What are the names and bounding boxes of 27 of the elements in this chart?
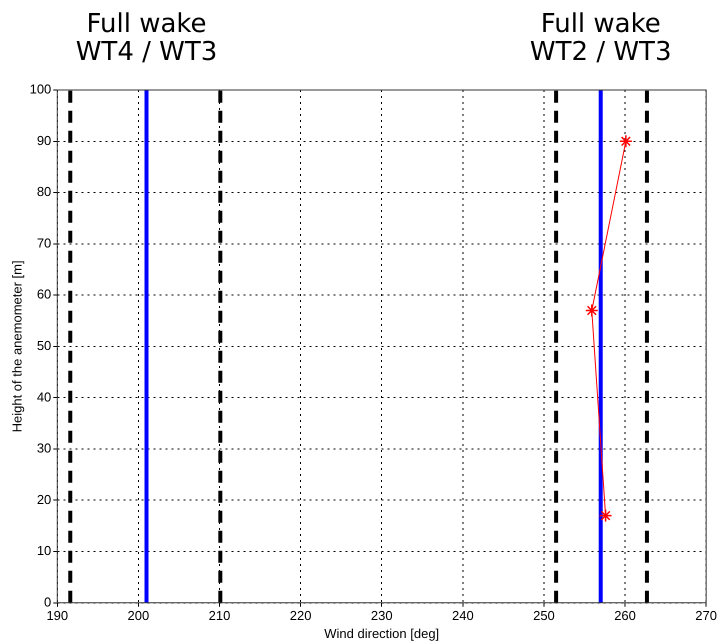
x-axis-title: Wind direction [deg] [324, 626, 440, 641]
y-tick-label: 30 [36, 440, 52, 456]
y-tick-label: 50 [36, 338, 52, 353]
x-tick-label: 190 [46, 608, 68, 624]
x-tick-label: 240 [452, 608, 474, 624]
ref-line-label: Full wake WT2 / WT3 [530, 9, 672, 67]
point [598, 508, 612, 522]
x-tick-label: 210 [208, 608, 230, 624]
point [619, 134, 633, 148]
x-tick-label: 200 [128, 608, 150, 624]
y-axis-title: Height of the anemometer [m] [9, 260, 24, 432]
y-tick-label: 70 [36, 235, 52, 250]
y-tick-label: 20 [36, 492, 52, 507]
x-tick-label: 270 [695, 608, 718, 624]
y-tick-label: 40 [36, 389, 52, 404]
point [585, 304, 599, 318]
ref-line-label: Full wake WT4 / WT3 [76, 9, 218, 67]
y-tick-label: 10 [36, 543, 52, 558]
y-tick-label: 100 [30, 82, 52, 97]
x-tick-label: 220 [290, 608, 312, 624]
y-tick-label: 90 [36, 132, 52, 148]
x-tick-label: 250 [533, 608, 555, 624]
x-tick-label: 260 [614, 608, 636, 624]
y-tick-label: 80 [36, 184, 52, 200]
y-tick-label: 60 [36, 286, 52, 302]
x-tick-label: 230 [370, 608, 393, 624]
y-tick-label: 0 [44, 594, 52, 610]
